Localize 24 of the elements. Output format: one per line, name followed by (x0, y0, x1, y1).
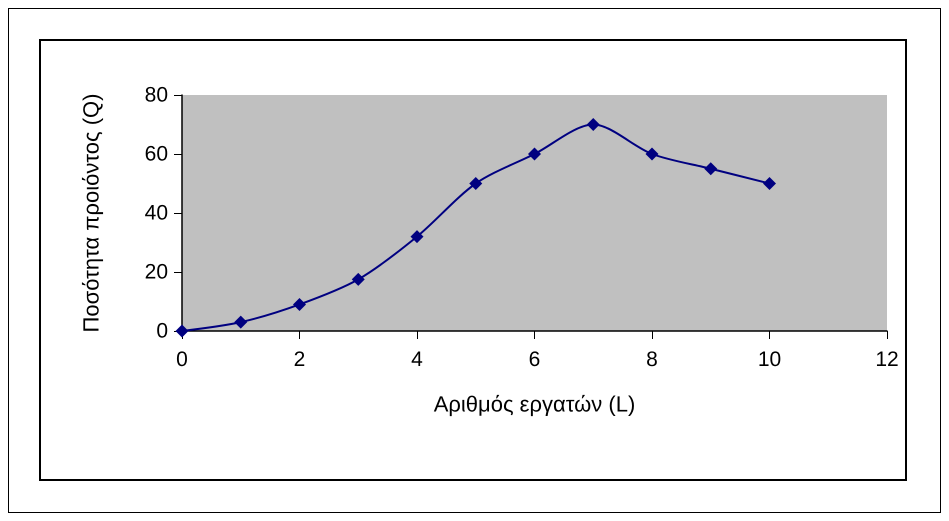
x-tick-label: 6 (528, 348, 540, 371)
point (352, 272, 365, 286)
y-axis-title: Ποσότητα προιόντος (Q) (78, 94, 104, 332)
point (234, 316, 248, 329)
x-axis-title: Αριθμός εργατών (L) (434, 392, 636, 416)
x-tick-label: 8 (646, 348, 658, 371)
x-tick-label: 4 (411, 348, 424, 371)
x-tick-label: 2 (294, 348, 306, 371)
point (410, 230, 424, 244)
y-tick-label: 0 (156, 320, 168, 342)
y-tick-label: 80 (144, 84, 168, 106)
y-tick-label: 60 (144, 142, 168, 166)
y-tick-label: 40 (144, 202, 168, 224)
x-tick-label: 12 (875, 348, 899, 371)
x-tick-label: 0 (176, 348, 188, 371)
point (704, 162, 718, 176)
point (293, 298, 306, 311)
point (528, 148, 541, 160)
point (586, 118, 600, 131)
point (763, 177, 776, 190)
y-tick-label: 20 (144, 260, 168, 284)
point (646, 148, 658, 160)
point (469, 177, 482, 190)
x-tick-label: 10 (758, 348, 782, 371)
